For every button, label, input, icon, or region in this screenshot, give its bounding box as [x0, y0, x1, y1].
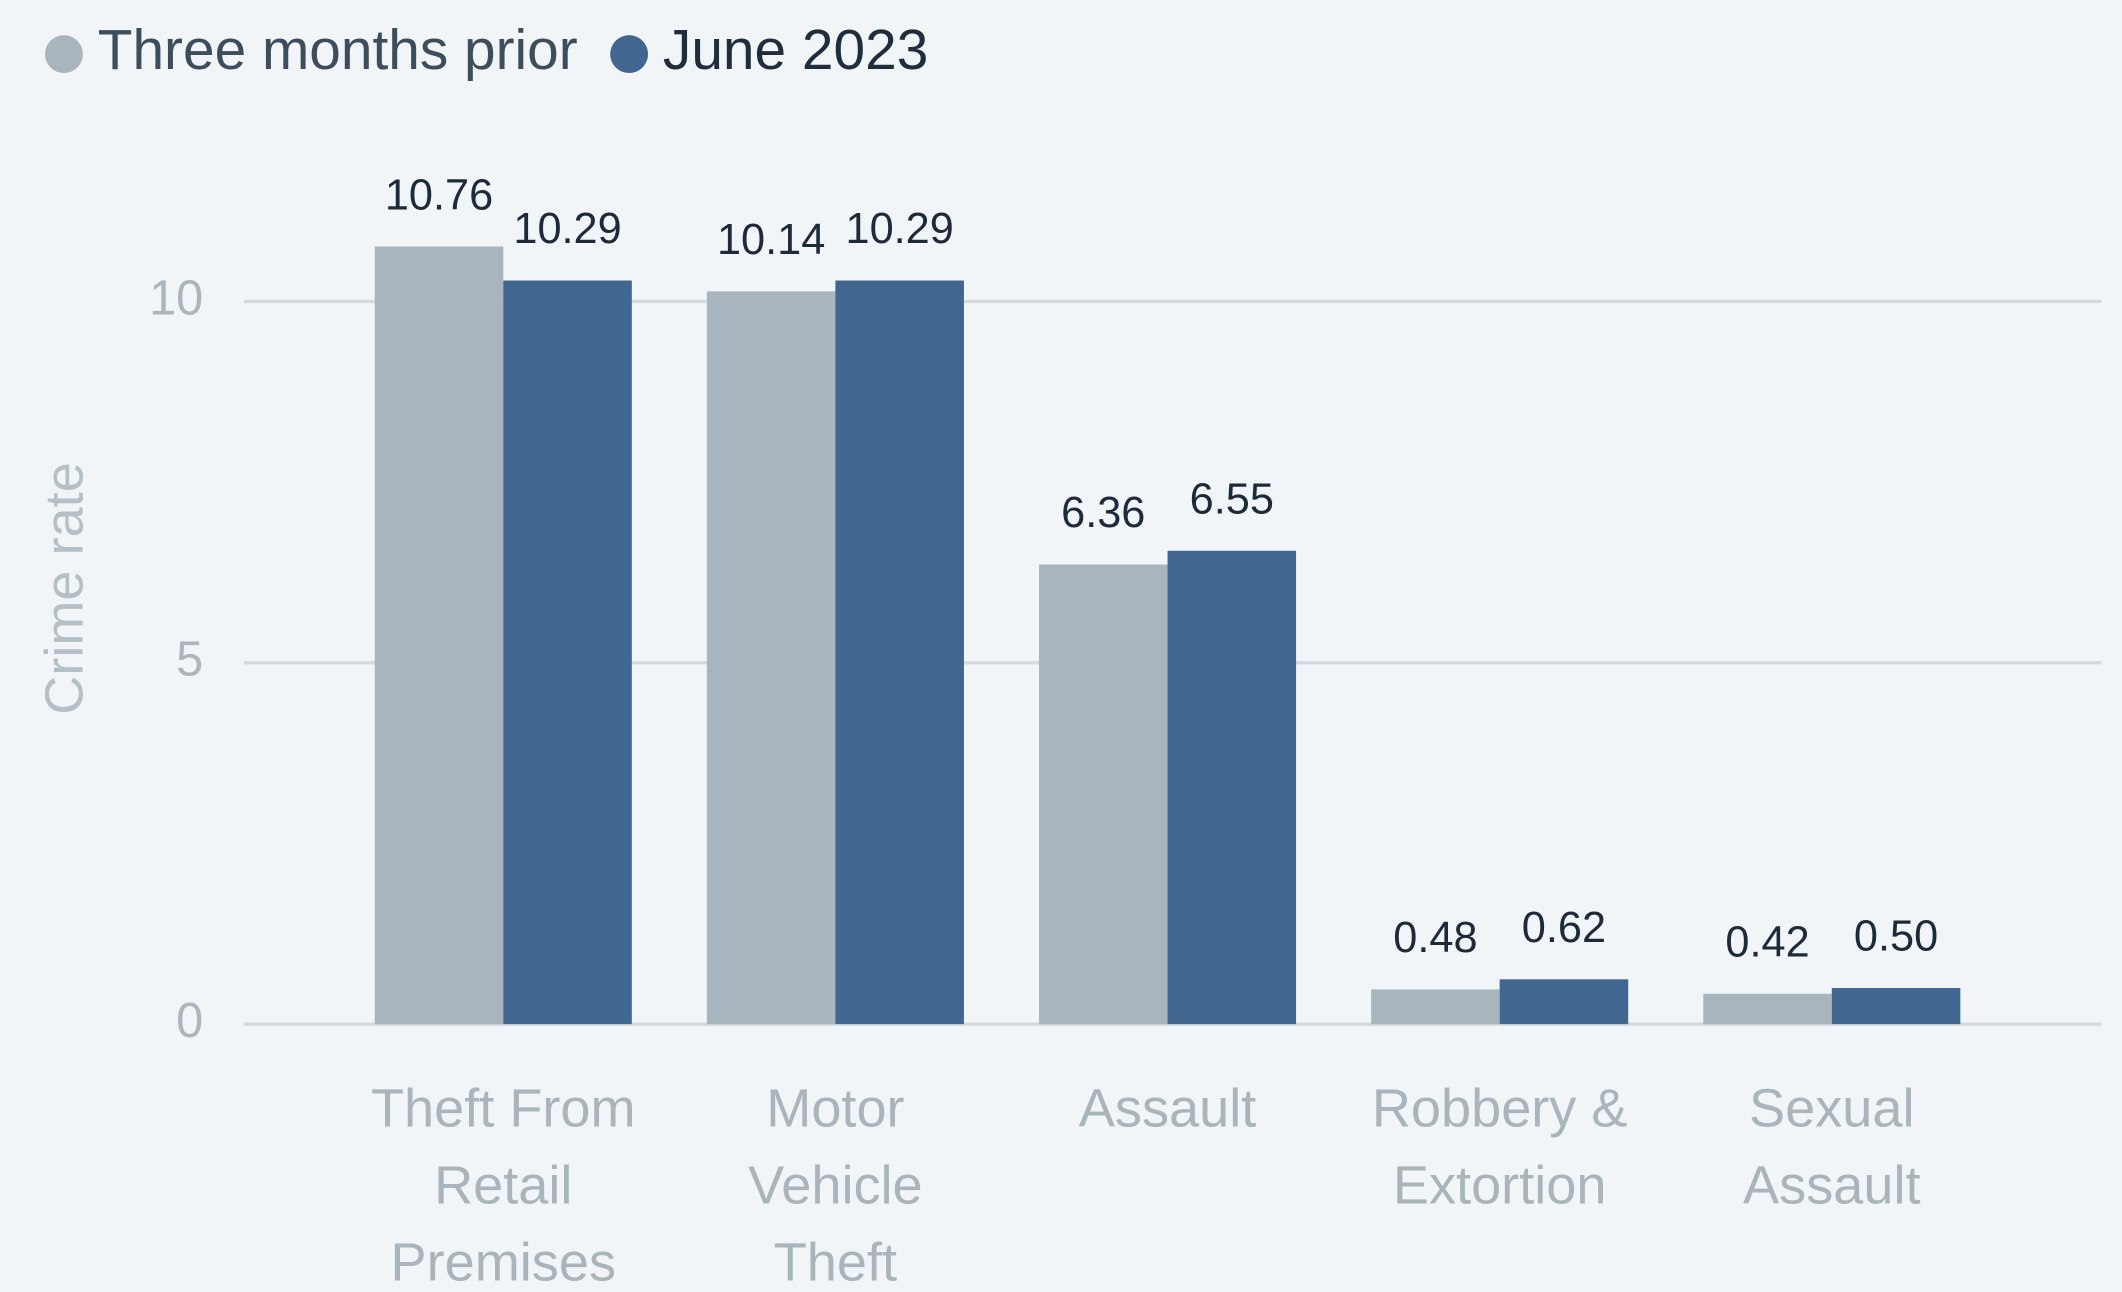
- bar: [1703, 993, 1832, 1025]
- x-tick-label: Retail: [434, 1155, 572, 1215]
- x-tick-label: Assault: [1079, 1078, 1256, 1138]
- bar: [706, 291, 836, 1025]
- value-label: 10.29: [513, 205, 621, 253]
- x-tick-label: Motor: [766, 1078, 904, 1138]
- y-tick-label: 10: [149, 271, 203, 325]
- legend-label: June 2023: [663, 19, 928, 82]
- value-label: 6.55: [1190, 476, 1274, 524]
- value-label: 6.36: [1061, 489, 1145, 537]
- y-tick-label: 0: [176, 994, 203, 1048]
- value-label: 0.48: [1393, 914, 1477, 962]
- legend-label: Three months prior: [98, 19, 578, 82]
- bar: [1831, 987, 1961, 1025]
- y-tick-label: 5: [176, 633, 203, 687]
- x-tick-label: Theft: [774, 1233, 897, 1292]
- bar: [835, 280, 964, 1025]
- value-label: 0.42: [1725, 919, 1809, 967]
- x-tick-label: Sexual: [1749, 1078, 1914, 1138]
- bar: [374, 246, 504, 1025]
- x-tick-label: Vehicle: [748, 1155, 922, 1215]
- value-label: 10.14: [717, 216, 825, 264]
- value-label: 10.29: [846, 205, 954, 253]
- x-tick-label: Premises: [391, 1233, 617, 1292]
- x-tick-label: Robbery &: [1372, 1078, 1628, 1138]
- value-label: 10.76: [385, 171, 493, 219]
- bar: [1039, 564, 1168, 1025]
- y-axis-label: Crime rate: [34, 462, 94, 715]
- x-tick-label: Extortion: [1393, 1155, 1607, 1215]
- value-label: 0.62: [1522, 904, 1606, 952]
- bar: [1167, 550, 1297, 1025]
- bar: [1371, 989, 1500, 1025]
- bar: [1499, 979, 1629, 1025]
- value-label: 0.50: [1854, 913, 1938, 961]
- bar: [503, 280, 632, 1025]
- x-tick-label: Assault: [1743, 1155, 1920, 1215]
- legend-marker: [610, 35, 649, 74]
- legend-marker: [44, 35, 83, 74]
- x-tick-label: Theft From: [371, 1078, 636, 1138]
